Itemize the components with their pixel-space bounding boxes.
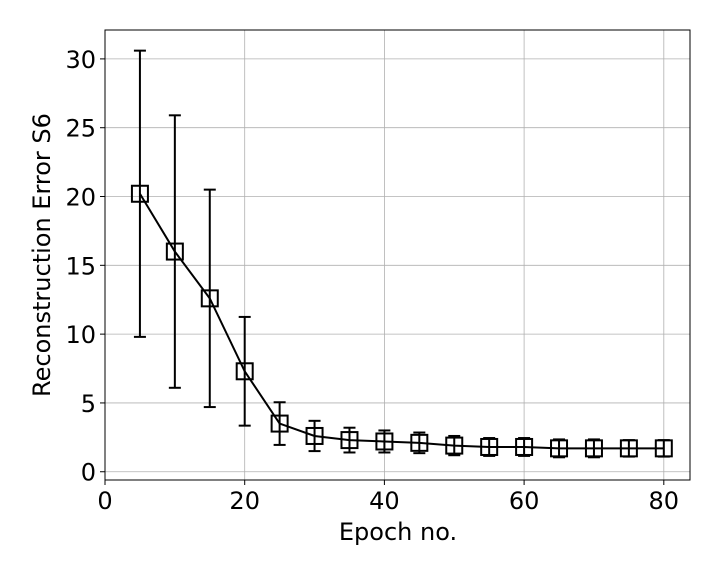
y-axis-label: Reconstruction Error S6	[28, 113, 56, 397]
error-bar	[133, 49, 146, 338]
x-axis-label: Epoch no.	[339, 518, 457, 546]
marker	[270, 414, 289, 433]
marker	[130, 184, 149, 203]
marker	[410, 433, 429, 452]
y-tick-label: 5	[81, 390, 96, 418]
marker	[165, 242, 184, 261]
marker	[480, 437, 499, 456]
y-tick-label: 15	[65, 252, 96, 280]
error-bar	[308, 419, 321, 453]
y-tick-label: 30	[65, 46, 96, 74]
error-bar	[168, 114, 181, 389]
marker	[235, 362, 254, 381]
error-bar	[273, 401, 286, 446]
error-bar	[238, 315, 251, 427]
error-bar	[448, 434, 461, 457]
marker	[200, 289, 219, 308]
marker	[375, 432, 394, 451]
error-bar	[203, 188, 216, 409]
marker	[550, 439, 569, 458]
marker	[584, 439, 603, 458]
x-tick-label: 60	[509, 487, 540, 515]
y-tick-label: 10	[65, 321, 96, 349]
x-tick-label: 40	[369, 487, 400, 515]
line	[139, 193, 664, 450]
marker	[619, 439, 638, 458]
y-tick-label: 25	[65, 115, 96, 143]
plot-frame	[104, 29, 691, 481]
marker	[305, 426, 324, 445]
marker	[445, 436, 464, 455]
y-tick-label: 20	[65, 184, 96, 212]
x-tick-label: 20	[229, 487, 260, 515]
marker	[515, 437, 534, 456]
marker	[654, 439, 673, 458]
x-tick-label: 0	[97, 487, 112, 515]
y-tick-label: 0	[81, 459, 96, 487]
x-tick-label: 80	[649, 487, 680, 515]
error-bar	[413, 431, 426, 455]
marker	[340, 431, 359, 450]
